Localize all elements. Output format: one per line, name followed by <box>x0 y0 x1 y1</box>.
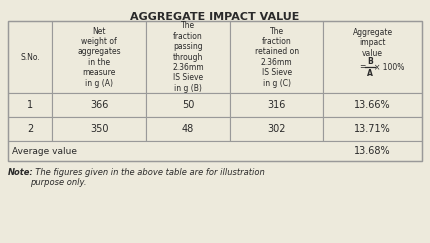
Bar <box>146 117 230 141</box>
Text: B: B <box>367 58 372 67</box>
Text: 350: 350 <box>90 124 108 134</box>
Text: 50: 50 <box>182 100 194 110</box>
Bar <box>146 21 230 93</box>
Bar <box>8 117 52 141</box>
Bar <box>8 21 52 93</box>
Bar <box>52 117 146 141</box>
Text: 13.66%: 13.66% <box>354 100 391 110</box>
Bar <box>52 93 146 117</box>
Text: AGGREGATE IMPACT VALUE: AGGREGATE IMPACT VALUE <box>130 12 300 22</box>
Text: 302: 302 <box>267 124 286 134</box>
Bar <box>8 93 52 117</box>
Bar <box>230 117 323 141</box>
Text: The
fraction
retained on
2.36mm
IS Sieve
in g (C): The fraction retained on 2.36mm IS Sieve… <box>255 26 299 87</box>
Text: 2: 2 <box>27 124 33 134</box>
Text: 13.71%: 13.71% <box>354 124 391 134</box>
Bar <box>323 93 422 117</box>
Text: Average value: Average value <box>12 147 77 156</box>
Bar <box>52 21 146 93</box>
Text: =: = <box>359 62 366 71</box>
Bar <box>323 117 422 141</box>
Text: 1: 1 <box>27 100 33 110</box>
Text: 13.68%: 13.68% <box>354 146 391 156</box>
Bar <box>146 93 230 117</box>
Text: 366: 366 <box>90 100 108 110</box>
Text: The
fraction
passing
through
2.36mm
IS Sieve
in g (B): The fraction passing through 2.36mm IS S… <box>172 21 204 93</box>
Bar <box>230 93 323 117</box>
Text: Aggregate
impact
value: Aggregate impact value <box>353 28 393 58</box>
Text: 316: 316 <box>267 100 286 110</box>
Bar <box>230 21 323 93</box>
Text: × 100%: × 100% <box>374 62 404 71</box>
Text: A: A <box>367 69 373 78</box>
Text: Note:: Note: <box>8 168 34 177</box>
Text: The figures given in the above table are for illustration
purpose only.: The figures given in the above table are… <box>30 168 265 187</box>
Text: 48: 48 <box>182 124 194 134</box>
Bar <box>323 21 422 93</box>
Bar <box>8 21 422 161</box>
Text: S.No.: S.No. <box>20 52 40 61</box>
Text: Net
weight of
aggregates
in the
measure
in g (A): Net weight of aggregates in the measure … <box>77 26 121 87</box>
Bar <box>8 141 422 161</box>
